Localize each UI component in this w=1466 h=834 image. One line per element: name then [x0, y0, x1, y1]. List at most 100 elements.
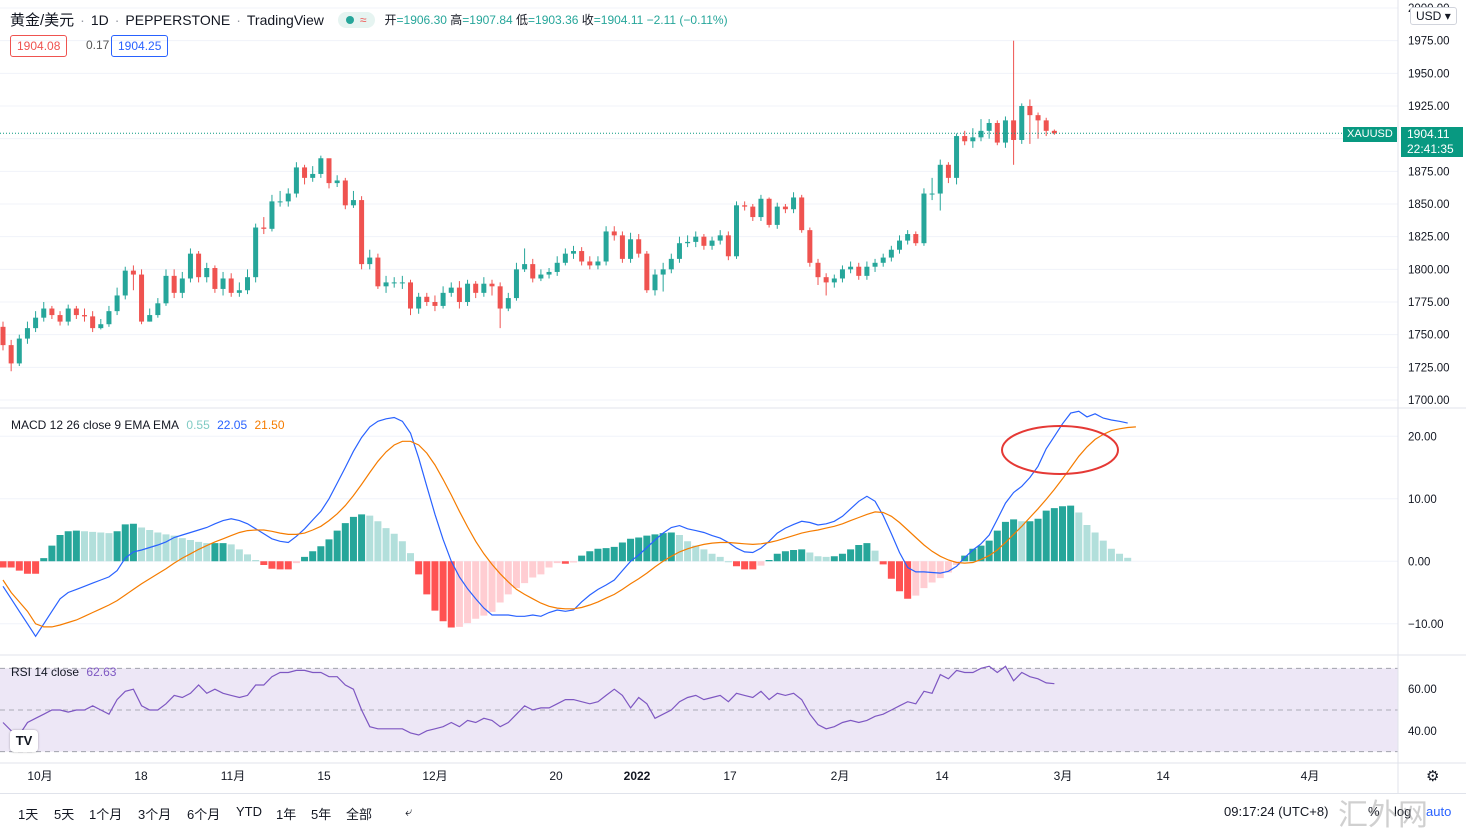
range-ytd-button[interactable]: YTD — [236, 804, 262, 819]
candle-body — [897, 240, 902, 250]
ohlc-values: 开=1906.30 高=1907.84 低=1903.36 收=1904.11 … — [385, 11, 728, 28]
market-status-pill[interactable]: ≈ — [337, 11, 375, 28]
macd-legend[interactable]: MACD 12 26 close 9 EMA EMA 0.55 22.05 21… — [11, 418, 289, 432]
candle-body — [155, 303, 161, 316]
macd-histogram-bar — [480, 561, 488, 616]
range-5d-button[interactable]: 5天 — [54, 807, 75, 822]
price-tick-label: 1700.00 — [1408, 395, 1450, 407]
interval-label[interactable]: 1D — [90, 11, 109, 28]
macd-histogram-bar — [512, 561, 520, 589]
macd-histogram-bar — [89, 531, 97, 562]
macd-histogram-bar — [423, 561, 431, 595]
candle-body — [473, 283, 479, 293]
macd-histogram-bar — [276, 561, 284, 570]
macd-histogram-bar — [521, 561, 529, 584]
macd-histogram-bar — [431, 561, 439, 611]
gear-icon[interactable]: ⚙ — [1426, 768, 1440, 785]
tradingview-logo-icon[interactable]: TV — [10, 730, 38, 752]
time-tick-label: 4月 — [1301, 769, 1320, 783]
range-5y-button[interactable]: 5年 — [311, 807, 332, 822]
candle-body — [562, 253, 568, 263]
candle-body — [994, 122, 1000, 143]
auto-scale-toggle[interactable]: auto — [1426, 804, 1452, 819]
candle-body — [554, 262, 560, 272]
macd-histogram-bar — [904, 561, 912, 599]
candle-body — [236, 290, 242, 293]
clock-display[interactable]: 09:17:24 (UTC+8) — [1224, 804, 1329, 819]
price-tick-label: 1775.00 — [1408, 297, 1450, 309]
macd-histogram-bar — [724, 561, 732, 563]
candle-body — [1051, 130, 1057, 134]
rsi-legend[interactable]: RSI 14 close 62.63 — [11, 665, 120, 679]
buy-price-button[interactable]: 1904.25 — [111, 35, 169, 57]
time-tick-label: 18 — [134, 769, 148, 783]
candle-body — [962, 136, 968, 142]
goto-date-icon[interactable]: ⤶ — [405, 804, 413, 819]
macd-histogram-bar — [1042, 510, 1050, 562]
exchange-label: PEPPERSTONE — [125, 11, 231, 28]
candle-body — [122, 270, 128, 296]
symbol-name[interactable]: 黄金/美元 — [10, 12, 75, 29]
range-1d-button[interactable]: 1天 — [18, 807, 39, 822]
time-axis[interactable]: 10月 18 11月 15 12月 20 2022 17 2月 14 3月 14 4月 — [27, 769, 1319, 783]
candle-body — [293, 167, 299, 194]
rsi-axis[interactable]: 60.00 40.00 — [1408, 684, 1437, 738]
range-all-button[interactable]: 全部 — [346, 807, 373, 822]
candle-body — [367, 257, 373, 265]
macd-histogram-bar — [7, 561, 15, 568]
range-1y-button[interactable]: 1年 — [276, 807, 297, 822]
macd-histogram-bar — [847, 549, 855, 562]
macd-histogram-bar — [23, 561, 31, 574]
currency-label: USD — [1416, 9, 1442, 23]
currency-select[interactable]: USD ▾ — [1410, 7, 1457, 25]
candle-body — [864, 266, 870, 276]
annotation-ellipse — [1001, 425, 1119, 475]
candle-body — [636, 239, 642, 254]
macd-histogram-bar — [1091, 532, 1099, 562]
candle-body — [823, 277, 829, 283]
macd-histogram-bar — [0, 561, 7, 568]
range-1m-button[interactable]: 1个月 — [89, 807, 123, 822]
candle-body — [725, 235, 731, 257]
macd-histogram-bar — [553, 561, 561, 564]
macd-histogram-bar — [741, 561, 749, 570]
macd-histogram-bar — [333, 530, 341, 562]
rsi-tick-label: 60.00 — [1408, 684, 1437, 696]
macd-histogram-bar — [602, 548, 610, 562]
sell-price-button[interactable]: 1904.08 — [10, 35, 68, 57]
macd-histogram-bar — [162, 534, 170, 562]
macd-histogram-bar — [659, 533, 667, 562]
candle-body — [831, 278, 837, 283]
range-6m-button[interactable]: 6个月 — [187, 807, 221, 822]
macd-histogram-bar — [879, 561, 887, 565]
macd-histogram-bar — [1018, 521, 1026, 562]
rsi-tick-label: 40.00 — [1408, 726, 1437, 738]
log-scale-toggle[interactable]: log — [1394, 804, 1412, 819]
candle-body — [905, 234, 911, 241]
candle-body — [497, 286, 503, 309]
macd-axis[interactable]: 20.00 10.00 0.00 −10.00 — [1408, 431, 1444, 631]
high-label: 高 — [450, 13, 463, 27]
macd-histogram-bar — [822, 556, 830, 562]
candle-body — [799, 197, 805, 231]
candle-body — [253, 227, 259, 278]
macd-histogram-bar — [32, 561, 40, 574]
range-3m-button[interactable]: 3个月 — [138, 807, 172, 822]
macd-histogram-bar — [382, 528, 390, 562]
macd-histogram-bar — [472, 561, 480, 619]
macd-histogram-bar — [1116, 553, 1124, 562]
macd-histogram-bar — [594, 548, 602, 562]
candle-body — [171, 275, 177, 293]
macd-histogram-bar — [374, 521, 382, 562]
macd-histogram-bar — [358, 514, 366, 562]
candle-body — [90, 316, 96, 329]
price-axis[interactable]: 2000.001975.001950.001925.001900.001875.… — [1408, 3, 1450, 407]
bottom-toolbar: 1天 5天 1个月 3个月 6个月 YTD 1年 5年 全部 ⤶ 09:17:2… — [0, 793, 1466, 831]
macd-histogram-bar — [643, 535, 651, 562]
macd-histogram-bar — [912, 561, 920, 596]
candle-body — [839, 269, 845, 279]
candle-body — [163, 275, 169, 304]
price-tick-label: 1825.00 — [1408, 232, 1450, 244]
percent-scale-toggle[interactable]: % — [1368, 804, 1380, 819]
